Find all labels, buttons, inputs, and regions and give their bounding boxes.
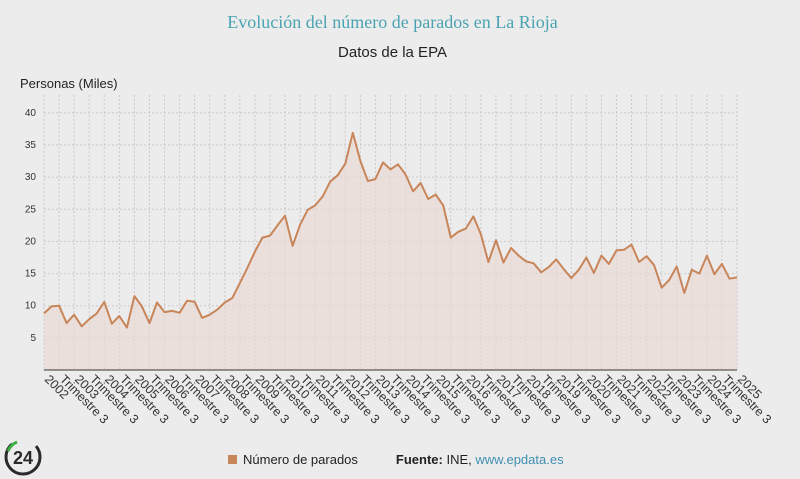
y-axis-label: Personas (Miles) [20,76,118,91]
y-tick-label: 15 [25,269,37,280]
source-label: Fuente: [395,452,443,467]
y-tick-label: 30 [25,172,37,183]
y-tick-label: 35 [25,140,37,151]
y-tick-label: 25 [25,204,37,215]
logo-text: 24 [13,448,33,468]
chart-subtitle: Datos de la EPA [338,44,447,61]
legend-label[interactable]: Número de parados [243,452,358,467]
logo-24-icon: 24 [4,438,42,476]
source-link[interactable]: www.epdata.es [475,452,564,467]
series-area-layer [43,131,738,371]
y-tick-label: 20 [25,236,37,247]
source-text: INE, [446,452,472,467]
y-tick-label: 40 [25,108,37,119]
legend-swatch[interactable] [228,455,237,464]
legend: Número de parados Fuente: INE, www.epdat… [228,452,564,467]
y-tick-label: 10 [25,301,37,312]
y-tick-labels: 5 10 15 20 25 30 35 40 [25,108,37,344]
source-note: Fuente: INE, www.epdata.es [396,452,564,467]
series-line [43,131,738,329]
chart-title: Evolución del número de parados en La Ri… [227,12,558,32]
y-tick-label: 5 [30,333,36,344]
